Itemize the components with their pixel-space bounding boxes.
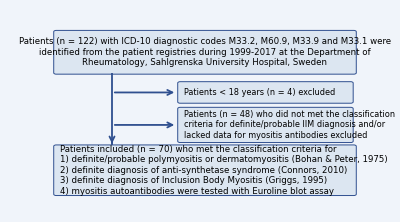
- Text: Patients (n = 122) with ICD-10 diagnostic codes M33.2, M60.9, M33.9 and M33.1 we: Patients (n = 122) with ICD-10 diagnosti…: [19, 37, 391, 67]
- Text: Patients < 18 years (n = 4) excluded: Patients < 18 years (n = 4) excluded: [184, 88, 335, 97]
- Text: Patients included (n = 70) who met the classification criteria for
1) definite/p: Patients included (n = 70) who met the c…: [60, 145, 388, 196]
- FancyBboxPatch shape: [178, 82, 353, 103]
- FancyBboxPatch shape: [178, 107, 353, 143]
- Text: Patients (n = 48) who did not met the classification
criteria for definite/proba: Patients (n = 48) who did not met the cl…: [184, 110, 395, 140]
- FancyBboxPatch shape: [54, 30, 356, 74]
- FancyBboxPatch shape: [54, 145, 356, 196]
